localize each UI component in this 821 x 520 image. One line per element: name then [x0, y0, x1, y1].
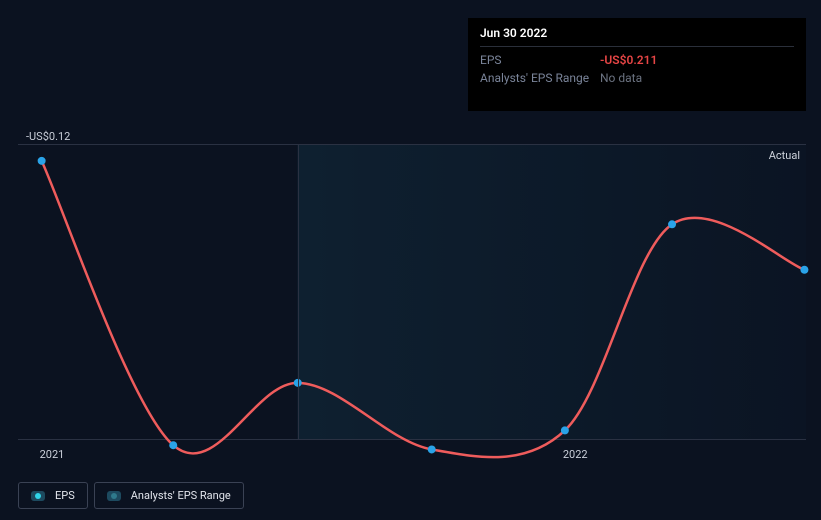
legend-item[interactable]: Analysts' EPS Range [94, 482, 244, 509]
legend-label: Analysts' EPS Range [131, 489, 231, 502]
eps-point[interactable] [169, 441, 177, 449]
legend-item[interactable]: EPS [18, 482, 88, 509]
x-axis-label: 2021 [40, 448, 65, 461]
legend-swatch [107, 491, 121, 501]
legend-swatch [31, 491, 45, 501]
actual-divider [298, 145, 299, 439]
tooltip-row-label: Analysts' EPS Range [480, 71, 600, 85]
eps-line [42, 161, 805, 457]
tooltip-row: EPS-US$0.211 [480, 51, 794, 69]
chart-tooltip: Jun 30 2022 EPS-US$0.211Analysts' EPS Ra… [468, 18, 806, 111]
tooltip-row-value: No data [600, 71, 642, 85]
plot-svg [18, 145, 806, 441]
tooltip-row-label: EPS [480, 53, 600, 67]
actual-label: Actual [769, 149, 800, 162]
eps-point[interactable] [561, 426, 569, 434]
legend-dot-icon [35, 493, 41, 499]
eps-point[interactable] [668, 220, 676, 228]
y-axis-label: -US$0.12 [26, 130, 70, 143]
eps-point[interactable] [38, 157, 46, 165]
legend-dot-icon [111, 493, 117, 499]
tooltip-row: Analysts' EPS RangeNo data [480, 69, 794, 87]
tooltip-date: Jun 30 2022 [480, 26, 794, 47]
eps-point[interactable] [800, 266, 808, 274]
plot-area[interactable]: Actual [18, 144, 806, 440]
legend: EPS Analysts' EPS Range [18, 482, 244, 509]
tooltip-row-value: -US$0.211 [600, 53, 657, 67]
eps-point[interactable] [428, 445, 436, 453]
legend-label: EPS [55, 489, 75, 502]
x-axis-label: 2022 [563, 448, 588, 461]
